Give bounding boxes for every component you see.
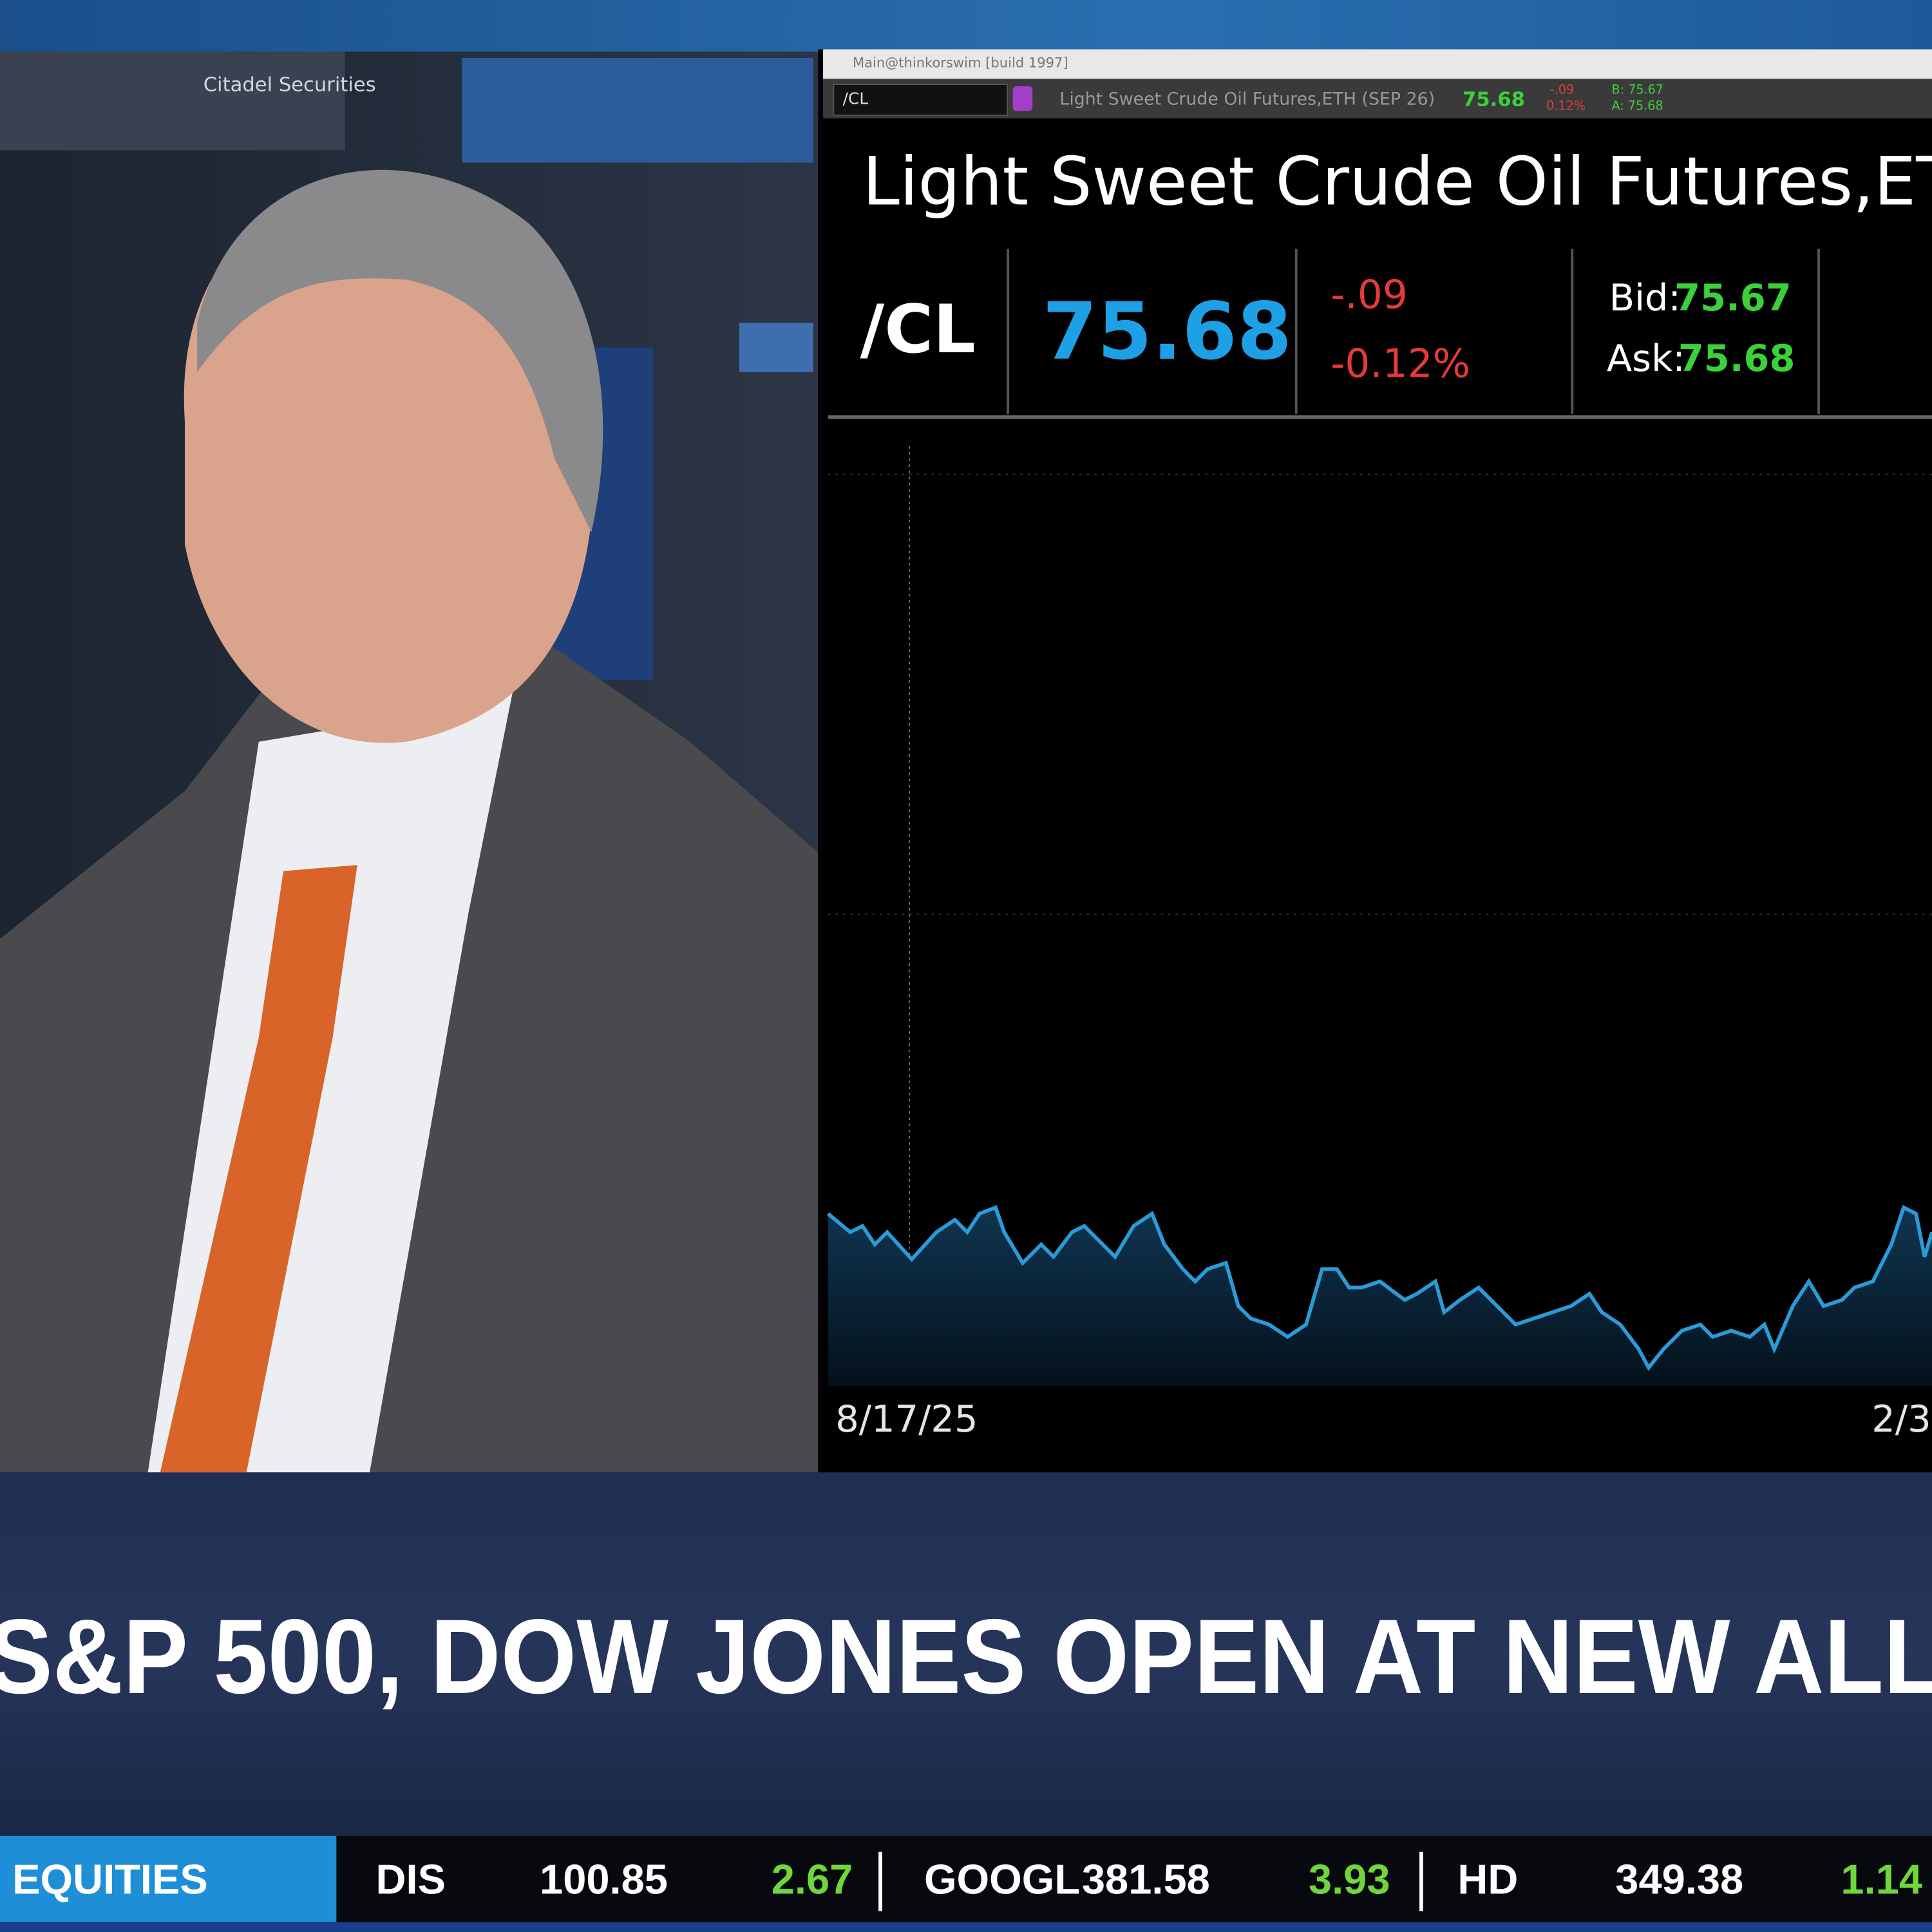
toolbar	[823, 79, 1932, 118]
ticker-symbol: DIS	[375, 1857, 446, 1904]
divider	[1817, 249, 1820, 414]
studio-sign: Citadel Securities	[204, 74, 376, 97]
ticker-divider	[1419, 1852, 1423, 1911]
link-icon[interactable]	[1012, 86, 1033, 111]
ticker-symbol: GOOGL	[923, 1857, 1081, 1904]
title-bar	[823, 49, 1932, 79]
ticker-change: 1.14	[1841, 1857, 1923, 1904]
ask-label: Ask:	[1606, 337, 1685, 381]
toolbar-last: 75.68	[1463, 87, 1525, 111]
divider	[1294, 249, 1298, 414]
quote-title: Light Sweet Crude Oil Futures,ETH	[862, 142, 1932, 221]
top-band	[0, 0, 1932, 52]
ticker-divider	[878, 1852, 882, 1911]
bid-label: Bid:	[1609, 277, 1681, 321]
ticker-change: 3.93	[1308, 1857, 1390, 1904]
ticker-base	[0, 1922, 1932, 1932]
quote-percent-change: -0.12%	[1331, 340, 1470, 387]
toolbar-change: -.09	[1549, 84, 1575, 98]
quote-symbol: /CL	[860, 290, 976, 369]
divider	[1007, 249, 1009, 414]
x-label: 8/17/25	[835, 1398, 978, 1442]
quote-net-change: -.09	[1331, 270, 1408, 318]
ask-value: 75.68	[1678, 337, 1795, 381]
x-label: 2/3	[1871, 1398, 1931, 1442]
video-feed: Citadel Securities	[0, 52, 819, 1473]
quote-last: 75.68	[1042, 287, 1292, 379]
ticker-section-box	[0, 1835, 337, 1922]
ticker-section: EQUITIES	[12, 1857, 208, 1904]
ticker-price: 349.38	[1615, 1857, 1744, 1904]
ticker-change: 2.67	[771, 1857, 853, 1904]
symbol-box-text: /CL	[842, 90, 869, 109]
toolbar-bid: B: 75.67	[1611, 84, 1663, 98]
toolbar-ask: A: 75.68	[1611, 99, 1663, 114]
bid-value: 75.67	[1674, 277, 1792, 321]
ticker-price: 100.85	[540, 1857, 668, 1904]
lower-third	[0, 1472, 1932, 1836]
divider	[1571, 249, 1574, 414]
toolbar-description: Light Sweet Crude Oil Futures,ETH (SEP 2…	[1059, 90, 1435, 110]
headline: S&P 500, DOW JONES OPEN AT NEW ALL-T	[0, 1598, 1932, 1717]
toolbar-percent: 0.12%	[1546, 99, 1586, 114]
ticker-symbol: HD	[1457, 1857, 1519, 1904]
header-rule	[828, 415, 1932, 419]
ticker-price: 381.58	[1081, 1857, 1210, 1904]
symbol-box[interactable]	[833, 84, 1009, 116]
quote-window	[818, 49, 1932, 1473]
window-title: Main@thinkorswim [build 1997]	[852, 55, 1068, 71]
